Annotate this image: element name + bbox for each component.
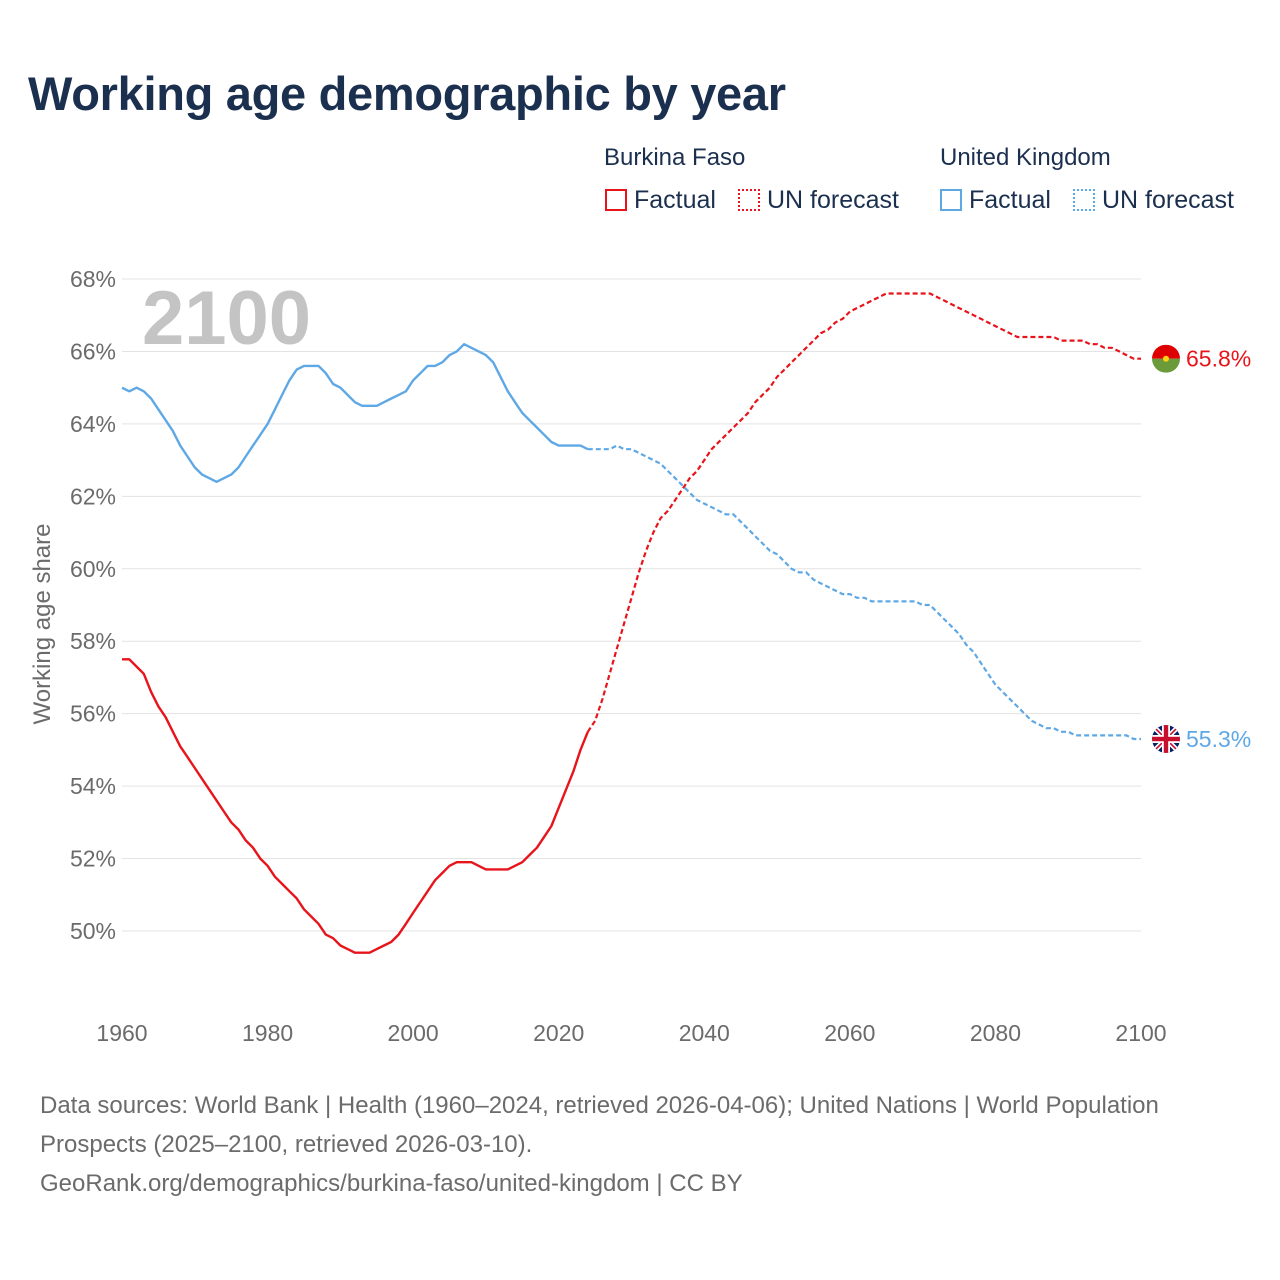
legend-group-burkina-faso: Burkina Faso bbox=[604, 144, 746, 171]
page-title: Working age demographic by year bbox=[28, 67, 786, 120]
legend-swatch-solid-blue bbox=[940, 189, 962, 211]
y-axis-ticks: 50% 52% 54% 56% 58% 60% 62% 64% 66% 68% bbox=[70, 266, 116, 944]
end-value-label: 65.8% bbox=[1186, 346, 1251, 372]
legend-label: Factual bbox=[969, 185, 1051, 214]
x-tick-label: 2080 bbox=[970, 1020, 1021, 1046]
y-tick-label: 66% bbox=[70, 338, 116, 364]
series-line-burkina-faso-forecast bbox=[586, 292, 1141, 733]
series-line-burkina-faso-factual bbox=[122, 658, 589, 954]
legend-group-united-kingdom: United Kingdom bbox=[940, 144, 1111, 171]
x-tick-label: 2020 bbox=[533, 1020, 584, 1046]
footer: Data sources: World Bank | Health (1960–… bbox=[40, 1086, 1220, 1203]
x-tick-label: 2040 bbox=[679, 1020, 730, 1046]
y-tick-label: 60% bbox=[70, 556, 116, 582]
legend-item-united-kingdom-forecast[interactable]: UN forecast bbox=[1073, 186, 1234, 214]
y-tick-label: 58% bbox=[70, 628, 116, 654]
source-link[interactable]: GeoRank.org/demographics/burkina-faso/un… bbox=[40, 1170, 743, 1197]
y-tick-label: 64% bbox=[70, 411, 116, 437]
end-markers: 65.8% 55.3% bbox=[1152, 344, 1251, 753]
united-kingdom-flag-icon bbox=[1152, 725, 1180, 753]
x-axis-ticks: 1960 1980 2000 2020 2040 2060 2080 2100 bbox=[96, 1020, 1166, 1046]
legend-item-burkina-faso-factual[interactable]: Factual bbox=[605, 186, 716, 214]
legend-swatch-dotted-blue bbox=[1073, 189, 1095, 211]
x-tick-label: 2100 bbox=[1115, 1020, 1166, 1046]
end-value-label: 55.3% bbox=[1186, 726, 1251, 752]
y-tick-label: 62% bbox=[70, 483, 116, 509]
y-tick-label: 54% bbox=[70, 773, 116, 799]
y-tick-label: 68% bbox=[70, 266, 116, 292]
y-tick-label: 56% bbox=[70, 701, 116, 727]
data-sources: Data sources: World Bank | Health (1960–… bbox=[40, 1092, 1159, 1158]
legend-item-burkina-faso-forecast[interactable]: UN forecast bbox=[738, 186, 899, 214]
x-tick-label: 2060 bbox=[824, 1020, 875, 1046]
x-tick-label: 2000 bbox=[388, 1020, 439, 1046]
x-tick-label: 1960 bbox=[96, 1020, 147, 1046]
year-watermark: 2100 bbox=[142, 276, 311, 361]
y-tick-label: 50% bbox=[70, 918, 116, 944]
series-line-united-kingdom-forecast bbox=[587, 444, 1141, 741]
line-chart: 2100 50% 52% 54% 56% 58% 60% 62% 64% 66% 68% 1960… bbox=[29, 266, 1251, 1046]
legend-swatch-dotted-red bbox=[738, 189, 760, 211]
grid bbox=[122, 278, 1141, 932]
series-line-united-kingdom-factual bbox=[121, 343, 589, 483]
x-tick-label: 1980 bbox=[242, 1020, 293, 1046]
legend-item-united-kingdom-factual[interactable]: Factual bbox=[940, 186, 1051, 214]
legend-label: UN forecast bbox=[767, 185, 899, 214]
legend-swatch-solid-red bbox=[605, 189, 627, 211]
legend-label: UN forecast bbox=[1102, 185, 1234, 214]
series bbox=[121, 292, 1141, 954]
burkina-faso-flag-icon bbox=[1152, 344, 1180, 373]
y-tick-label: 52% bbox=[70, 846, 116, 872]
y-axis-label: Working age share bbox=[29, 524, 56, 725]
legend-label: Factual bbox=[634, 185, 716, 214]
